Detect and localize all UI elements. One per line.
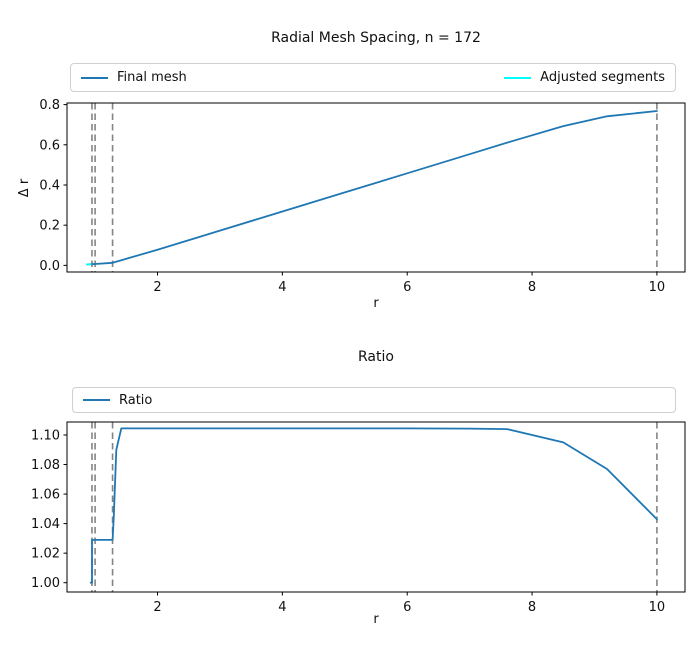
final-mesh-line-swatch: [81, 76, 108, 79]
ratio-axes: 2 4 6 8 10 1.00 1.02 1.04 1.06 1.08 1.10: [31, 421, 686, 615]
y-tick-label: 0.0: [39, 259, 60, 274]
mesh-spacing-axes: 2 4 6 8 10 0.0 0.2 0.4 0.6 0.8: [39, 98, 686, 295]
series-line-0: [89, 427, 658, 584]
y-tick-label: 0.4: [39, 178, 60, 193]
ratio-legend: Ratio: [72, 387, 676, 413]
mesh-spacing-title: Radial Mesh Spacing, n = 172: [271, 30, 481, 46]
mesh-spacing-ylabel: Δ r: [17, 178, 32, 198]
y-tick-label: 0.8: [39, 98, 60, 113]
x-tick-label: 6: [403, 600, 411, 615]
legend-item-ratio: Ratio: [83, 393, 152, 408]
x-tick-label: 2: [153, 280, 161, 295]
y-tick-label: 1.08: [31, 458, 60, 473]
adjusted-segments-line-swatch: [504, 76, 532, 79]
mesh-spacing-legend: Final mesh Adjusted segments: [70, 63, 676, 92]
y-tick-label: 1.06: [31, 488, 60, 503]
legend-label-adjusted-segments: Adjusted segments: [540, 70, 665, 85]
y-tick-label: 0.2: [39, 219, 60, 234]
ratio-line-swatch: [83, 399, 110, 401]
x-tick-label: 8: [528, 600, 536, 615]
y-tick-label: 1.00: [31, 576, 60, 591]
series-line-0: [86, 110, 658, 266]
x-tick-label: 2: [153, 600, 161, 615]
y-tick-label: 1.10: [31, 428, 60, 443]
y-tick-label: 1.02: [31, 547, 60, 562]
legend-label-final-mesh: Final mesh: [117, 70, 187, 85]
y-tick-label: 1.04: [31, 517, 60, 532]
y-tick-label: 0.6: [39, 138, 60, 153]
x-tick-label: 10: [649, 280, 666, 295]
legend-item-final-mesh: Final mesh: [81, 70, 187, 85]
legend-label-ratio: Ratio: [119, 392, 153, 408]
x-tick-label: 6: [403, 280, 411, 295]
axes-frame: [66, 102, 686, 273]
x-tick-label: 4: [278, 600, 286, 615]
ratio-xlabel: r: [373, 612, 379, 627]
ratio-title: Ratio: [358, 349, 394, 365]
legend-item-adjusted-segments: Adjusted segments: [504, 70, 665, 85]
x-tick-label: 10: [649, 600, 666, 615]
x-tick-label: 4: [278, 280, 286, 295]
axes-frame: [66, 421, 686, 593]
x-tick-label: 8: [528, 280, 536, 295]
mesh-spacing-xlabel: r: [373, 296, 379, 311]
